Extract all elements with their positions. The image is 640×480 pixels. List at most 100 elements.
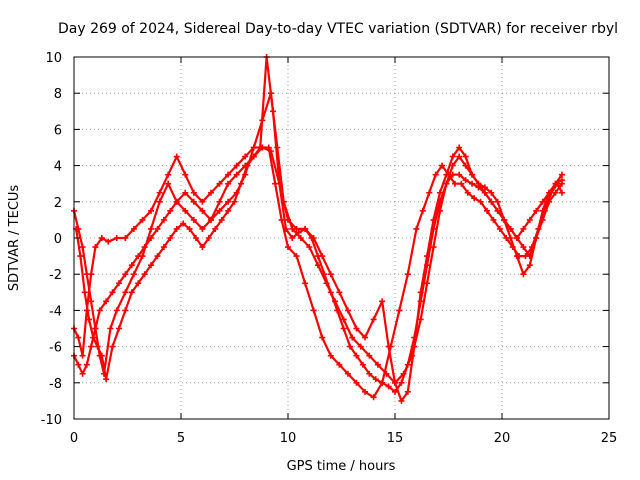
data-point [334,307,341,314]
data-point [449,153,456,160]
y-tick-label: -8 [49,377,62,392]
data-point [327,271,334,278]
data-point [98,352,105,359]
axis-ticks: 0 5 10 15 20 25 -10 -8 -6 -4 -2 0 2 4 6 8 10 [41,51,618,446]
data-point [218,216,225,223]
data-point [383,370,390,377]
data-point [475,184,482,191]
data-point [122,307,129,314]
data-point [449,162,456,169]
data-point [128,262,135,269]
data-point [182,189,189,196]
data-point [353,325,360,332]
data-point [225,198,232,205]
data-point [439,162,446,169]
data-point [96,307,103,314]
data-point [207,216,214,223]
data-point [233,162,240,169]
data-point [225,171,232,178]
data-point [233,171,240,178]
data-point [98,235,105,241]
series-line [75,55,563,393]
data-point [173,153,180,160]
y-axis-label: SDTVAR / TECUs [7,185,22,292]
data-point [347,343,354,350]
data-point [327,289,334,296]
data-point [436,198,443,205]
x-tick-label: 5 [177,431,185,446]
data-point [379,379,386,386]
data-point [430,244,437,251]
data-point [359,361,366,368]
data-point [513,235,520,241]
data-point [103,298,110,305]
data-point [103,376,110,383]
y-tick-label: -6 [49,341,62,356]
data-point [308,235,315,241]
x-axis-label: GPS time / hours [287,459,396,474]
y-tick-label: 10 [45,51,62,66]
data-point [451,180,458,187]
data-point [231,198,238,205]
data-point [558,177,565,184]
data-point [501,216,508,223]
data-point [396,307,403,314]
data-point [349,334,356,341]
data-point [165,171,172,178]
data-point [336,289,343,296]
data-point [481,189,488,196]
data-point [295,229,302,236]
data-point [546,189,553,196]
data-point [75,361,82,368]
data-point [481,184,488,191]
data-point [370,394,377,401]
data-point [237,180,244,187]
data-point [353,379,360,386]
data-point [344,370,351,377]
data-point [417,316,424,323]
data-point [539,216,546,223]
data-point [135,253,142,260]
data-point [293,253,300,260]
data-point [353,352,360,359]
data-point [340,325,347,332]
data-point [113,307,120,314]
data-point [94,343,101,350]
data-point [293,225,300,232]
data-point [404,388,411,395]
chart-title: Day 269 of 2024, Sidereal Day-to-day VTE… [58,21,618,37]
data-point [205,235,212,241]
data-point [362,334,369,341]
data-point [154,253,161,260]
data-point [513,253,520,260]
x-tick-label: 0 [70,431,78,446]
data-point [552,189,559,196]
data-point [494,207,501,214]
data-point [109,289,116,296]
data-point [105,238,112,245]
data-point [436,189,443,196]
data-point [186,225,193,232]
y-tick-label: 8 [54,87,62,102]
data-point [471,195,478,202]
data-point [216,198,223,205]
data-point [160,216,167,223]
data-point [83,361,90,368]
data-point [477,198,484,205]
data-point [310,307,317,314]
data-point [336,361,343,368]
data-point [456,171,463,178]
data-point [385,343,392,350]
data-point [250,153,257,160]
data-point [216,207,223,214]
data-point [430,225,437,232]
y-tick-label: 6 [54,123,62,138]
data-point [496,225,503,232]
series-track-4 [73,54,565,395]
data-point [417,298,424,305]
data-point [122,235,129,241]
data-point [122,289,129,296]
data-point [490,216,497,223]
data-point [321,271,328,278]
